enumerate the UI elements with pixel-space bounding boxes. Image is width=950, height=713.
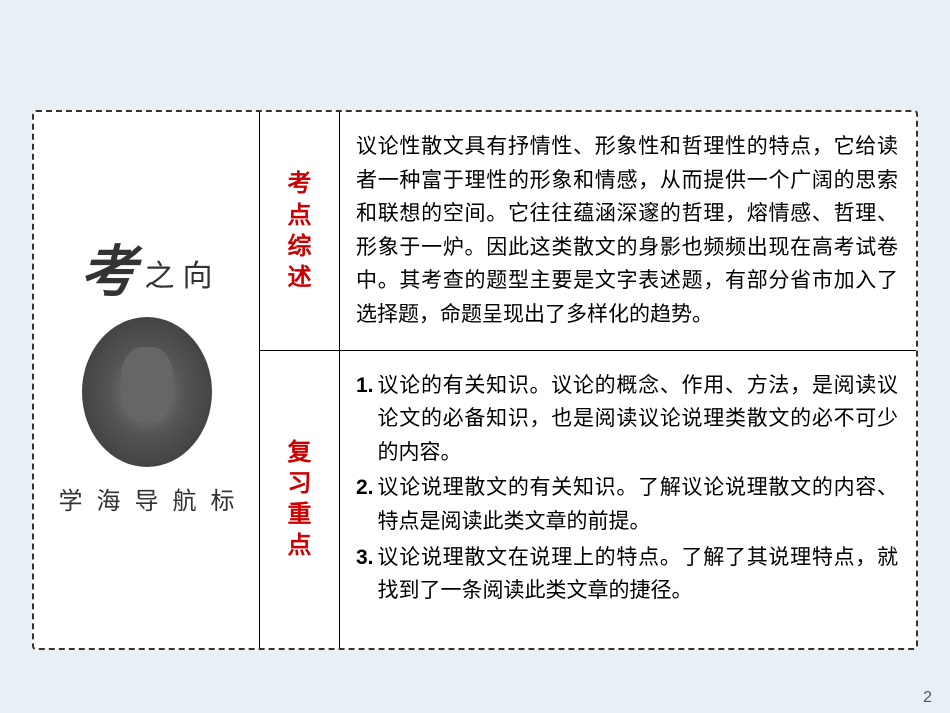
row-kaodian: 考点综述 议论性散文具有抒情性、形象性和哲理性的特点，它给读者一种富于理性的形象… bbox=[260, 112, 916, 351]
list-num-2: 2. bbox=[356, 471, 374, 538]
list-item-2: 2. 议论说理散文的有关知识。了解议论说理散文的内容、特点是阅读此类文章的前提。 bbox=[356, 471, 898, 538]
label-kaodian: 考点综述 bbox=[288, 168, 312, 293]
slide-frame: 考 之 向 学 海 导 航 标 考点综述 议论性散文具有抒情性、形象性和哲理性的… bbox=[32, 110, 918, 650]
left-panel: 考 之 向 学 海 导 航 标 bbox=[34, 112, 259, 648]
label-cell-kaodian: 考点综述 bbox=[260, 112, 340, 350]
bottom-calligraphy: 学 海 导 航 标 bbox=[59, 481, 235, 516]
bottom-char-3: 航 bbox=[173, 481, 197, 516]
list-item-3: 3. 议论说理散文在说理上的特点。了解了其说理特点，就找到了一条阅读此类文章的捷… bbox=[356, 541, 898, 608]
list-num-1: 1. bbox=[356, 369, 374, 470]
zhi-char: 之 bbox=[145, 251, 175, 295]
bottom-char-1: 海 bbox=[97, 481, 121, 516]
list-text-1: 议论的有关知识。议论的概念、作用、方法，是阅读议论文的必备知识，也是阅读议论说理… bbox=[378, 369, 898, 470]
list-text-3: 议论说理散文在说理上的特点。了解了其说理特点，就找到了一条阅读此类文章的捷径。 bbox=[378, 541, 898, 608]
bottom-char-4: 标 bbox=[211, 481, 235, 516]
row-fuxi: 复习重点 1. 议论的有关知识。议论的概念、作用、方法，是阅读议论文的必备知识，… bbox=[260, 351, 916, 648]
xiang-char: 向 bbox=[183, 251, 213, 295]
content-kaodian: 议论性散文具有抒情性、形象性和哲理性的特点，它给读者一种富于理性的形象和情感，从… bbox=[340, 112, 916, 350]
bottom-char-0: 学 bbox=[59, 481, 83, 516]
classroom-image bbox=[82, 317, 212, 467]
content-table: 考点综述 议论性散文具有抒情性、形象性和哲理性的特点，它给读者一种富于理性的形象… bbox=[259, 112, 916, 648]
page-number: 2 bbox=[923, 689, 932, 707]
bottom-char-2: 导 bbox=[135, 481, 159, 516]
kao-char: 考 bbox=[81, 245, 137, 301]
list-item-1: 1. 议论的有关知识。议论的概念、作用、方法，是阅读议论文的必备知识，也是阅读议… bbox=[356, 369, 898, 470]
list-num-3: 3. bbox=[356, 541, 374, 608]
top-calligraphy: 考 之 向 bbox=[81, 245, 213, 301]
label-cell-fuxi: 复习重点 bbox=[260, 351, 340, 648]
list-text-2: 议论说理散文的有关知识。了解议论说理散文的内容、特点是阅读此类文章的前提。 bbox=[378, 471, 898, 538]
label-fuxi: 复习重点 bbox=[288, 437, 312, 562]
content-fuxi: 1. 议论的有关知识。议论的概念、作用、方法，是阅读议论文的必备知识，也是阅读议… bbox=[340, 351, 916, 648]
